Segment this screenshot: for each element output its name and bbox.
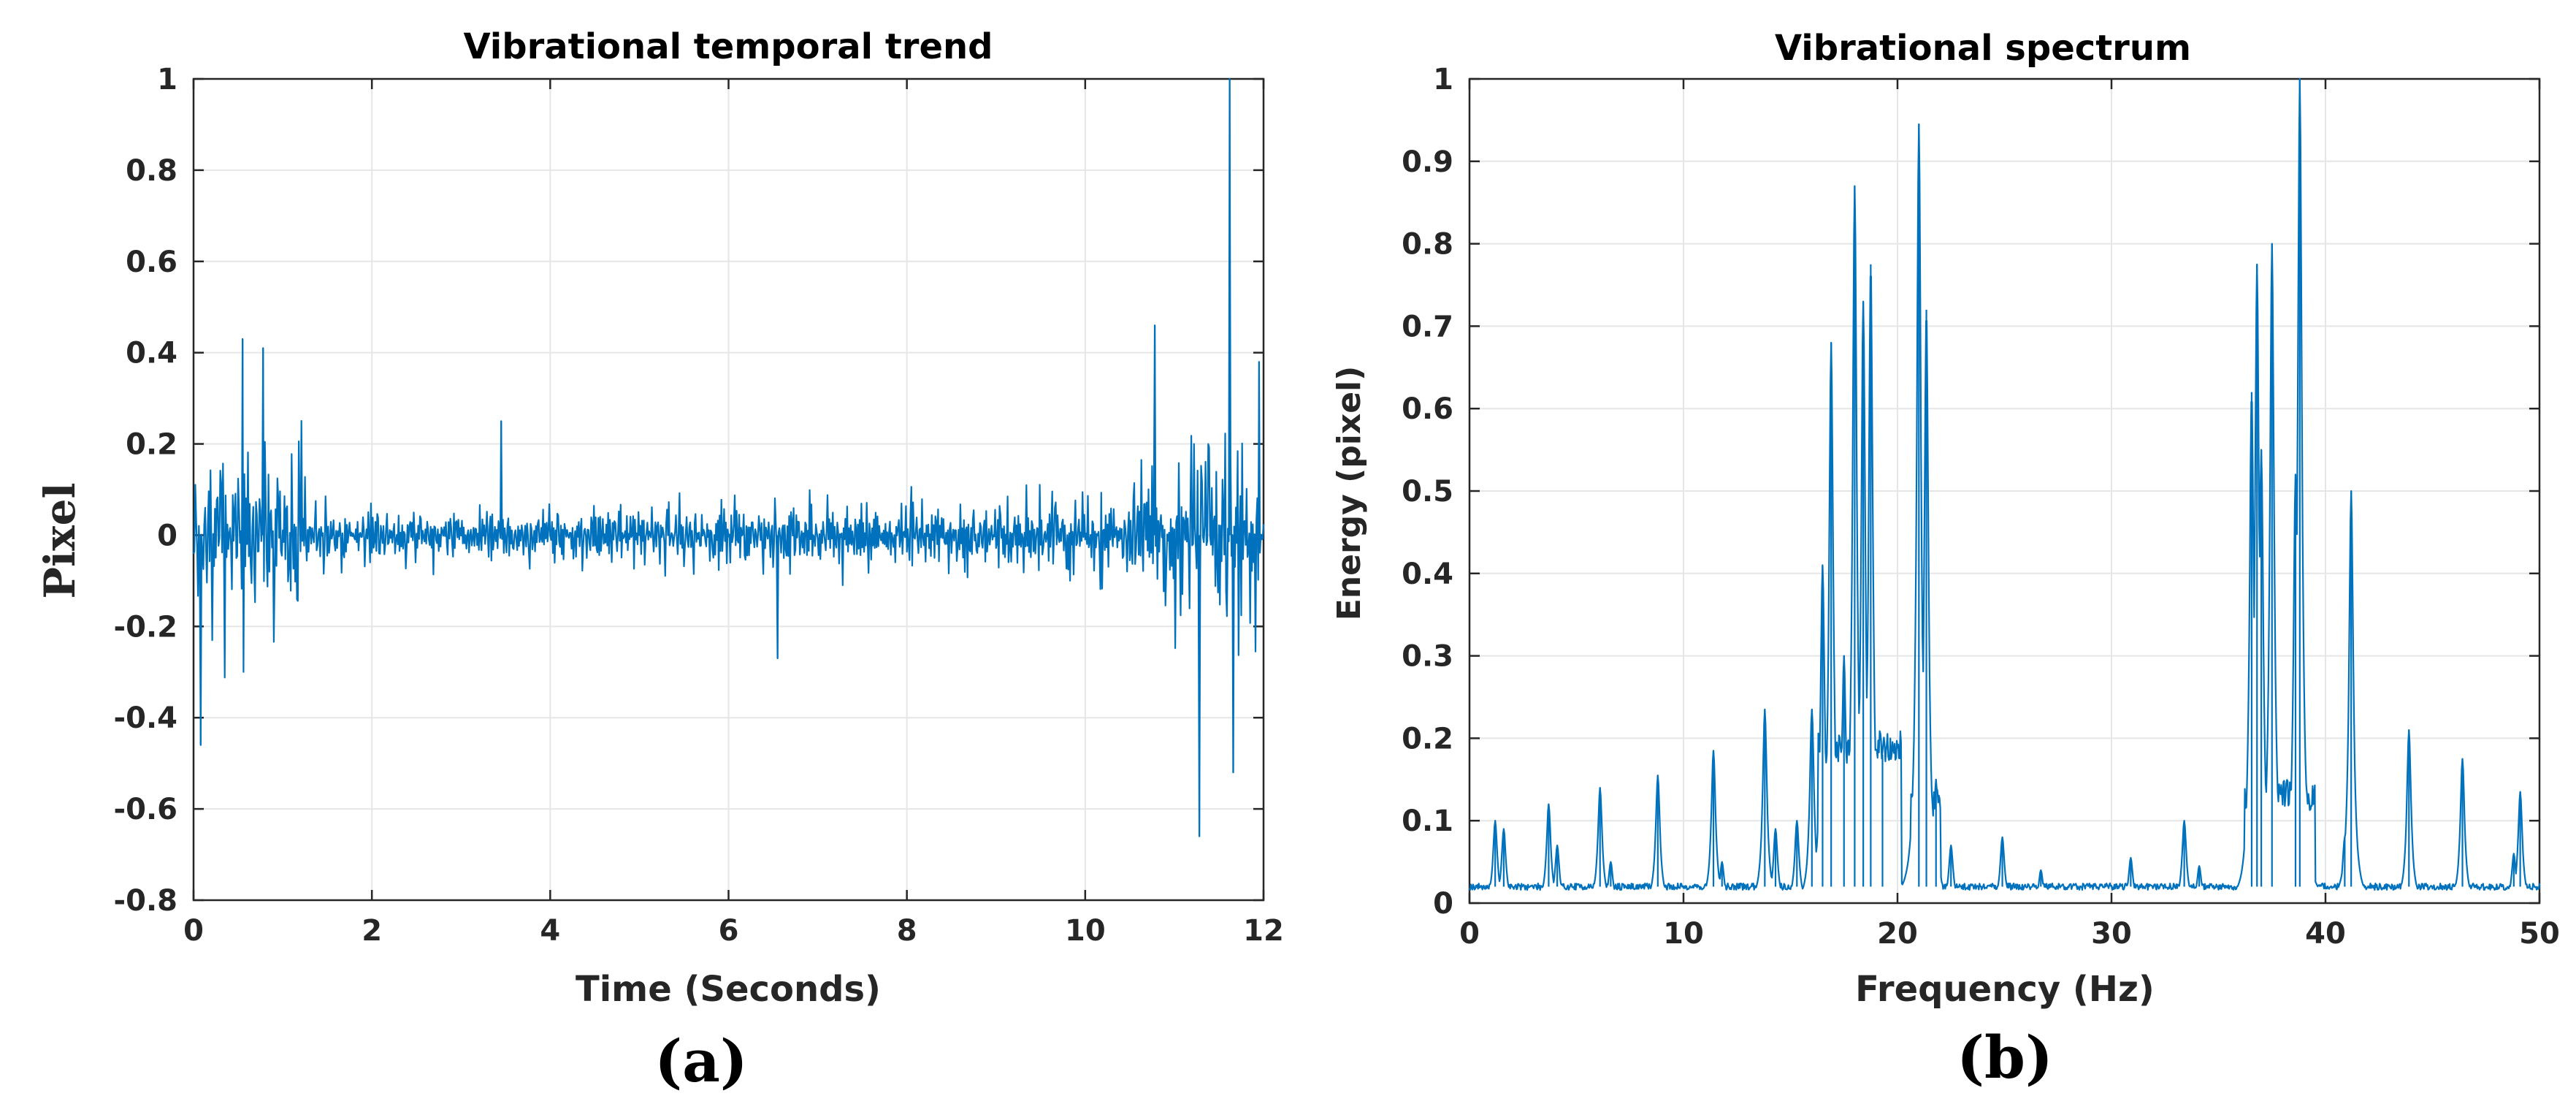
spectrum-peak-spikes [1494, 79, 2521, 887]
x-tick-label: 2 [362, 914, 382, 948]
y-tick-label: 0.7 [1402, 310, 1453, 343]
temporal-series-line [192, 77, 1265, 837]
x-tick-label: 10 [1065, 914, 1106, 948]
vibrational-spectrum-chart: Vibrational spectrum 0 10 20 30 40 5000.10.20… [1331, 28, 2560, 1092]
temporal-gridlines [194, 79, 1264, 900]
x-tick-label: 30 [2091, 917, 2132, 951]
x-tick-label: 40 [2305, 917, 2346, 951]
x-tick-label: 8 [897, 914, 917, 948]
x-tick-label: 12 [1243, 914, 1284, 948]
y-tick-label: 0.4 [126, 337, 177, 370]
temporal-chart-title: Vibrational temporal trend [463, 26, 993, 67]
y-tick-label: -0.6 [114, 793, 177, 826]
y-tick-label: 0 [1433, 887, 1453, 921]
y-tick-label: 0.2 [1402, 722, 1453, 756]
temporal-ticks: 0 2 4 6 8 10 12 -0.8 -0.6 -0.4 -0.2 0 0.2 0.4 0.6 0.8 1 [114, 63, 1284, 948]
y-tick-label: 0.9 [1402, 145, 1453, 179]
spectrum-chart-title: Vibrational spectrum [1775, 28, 2191, 69]
spectrum-y-axis-label: Energy (pixel) [1331, 366, 1368, 621]
y-tick-label: 0.3 [1402, 640, 1453, 674]
subfigure-label-a: (a) [654, 1027, 748, 1095]
x-tick-label: 6 [719, 914, 739, 948]
y-tick-label: 0.8 [126, 154, 177, 188]
spectrum-series-line [1469, 77, 2541, 891]
x-tick-label: 0 [183, 914, 204, 948]
y-tick-label: 0 [157, 519, 177, 552]
subfigure-label-b: (b) [1957, 1023, 2053, 1092]
y-tick-label: 0.5 [1402, 475, 1453, 509]
x-tick-label: 4 [540, 914, 560, 948]
y-tick-label: 1 [157, 63, 177, 96]
temporal-y-axis-label: Pixel [35, 482, 85, 598]
y-tick-label: 0.8 [1402, 228, 1453, 262]
y-tick-label: -0.4 [114, 701, 177, 735]
y-tick-label: -0.8 [114, 884, 177, 918]
x-tick-label: 10 [1663, 917, 1704, 951]
x-tick-label: 20 [1877, 917, 1918, 951]
y-tick-label: 0.6 [1402, 392, 1453, 426]
spectrum-ticks: 0 10 20 30 40 50 0 0.1 0.2 0.3 0.4 0.5 0.6 0.7 0.8 0.9 1 [1402, 63, 2560, 951]
temporal-peak-spikes [199, 79, 1260, 837]
y-tick-label: 0.6 [126, 246, 177, 279]
temporal-trend-chart: Vibrational temporal trend 0 2 4 6 8 10 12-0.8… [35, 26, 1284, 1095]
x-tick-label: 0 [1459, 917, 1480, 951]
y-tick-label: -0.2 [114, 610, 177, 644]
temporal-x-axis-label: Time (Seconds) [576, 969, 881, 1010]
spectrum-x-axis-label: Frequency (Hz) [1855, 969, 2155, 1010]
y-tick-label: 0.4 [1402, 558, 1453, 591]
y-tick-label: 1 [1433, 63, 1453, 96]
spectrum-gridlines [1469, 79, 2539, 903]
y-tick-label: 0.1 [1402, 804, 1453, 838]
x-tick-label: 50 [2519, 917, 2560, 951]
y-tick-label: 0.2 [126, 428, 177, 462]
